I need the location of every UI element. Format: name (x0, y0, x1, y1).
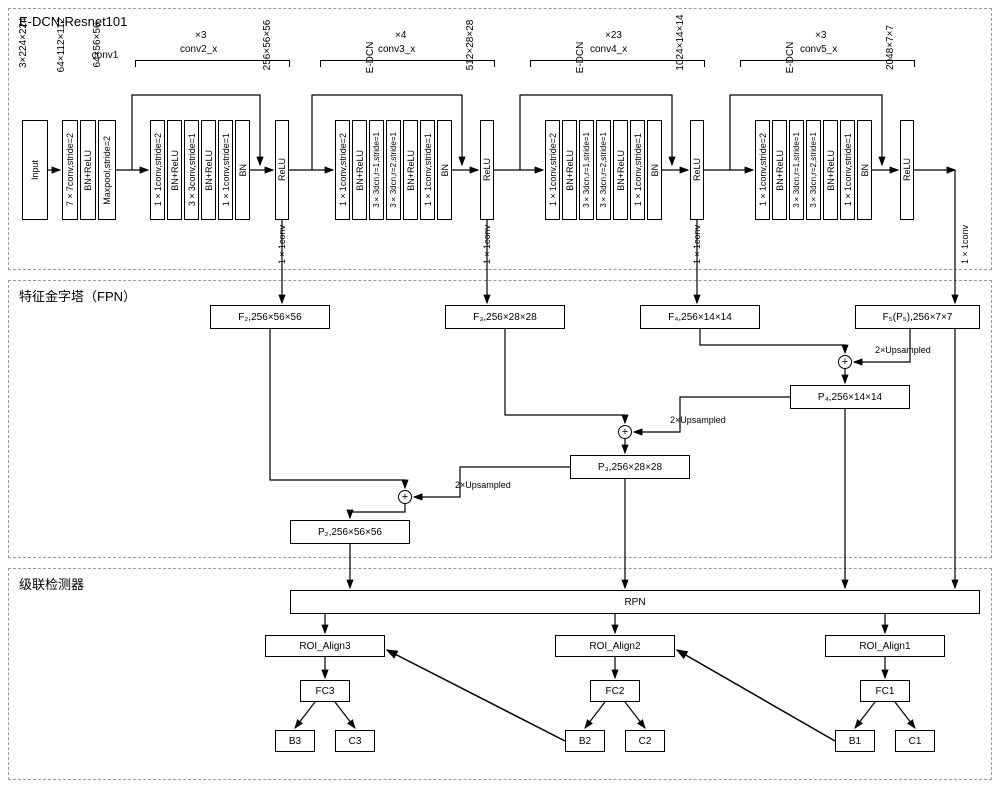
stage2-edcn: E-DCN (575, 30, 586, 85)
b1: B1 (835, 730, 875, 752)
stage3-relu: ReLU (900, 120, 914, 220)
stage1-c0: 1×1conv,stride=2 (335, 120, 350, 220)
stage2-out: 1024×14×14 (675, 10, 686, 75)
stage1-edcn: E-DCN (365, 30, 376, 85)
conv1x1-0: 1×1conv (277, 225, 287, 264)
stage3-c3: 3×3dcn,r=2,stride=1 (806, 120, 821, 220)
stage3-c4: BN+ReLU (823, 120, 838, 220)
section-label-backbone: E-DCN-Resnet101 (19, 14, 127, 29)
conv1x1-3: 1×1conv (960, 225, 970, 264)
stage3-title: conv5_x (800, 44, 837, 55)
stage0-c3: BN+ReLU (201, 120, 216, 220)
stage0-relu: ReLU (275, 120, 289, 220)
plus-p2: + (398, 490, 412, 504)
upsample-0: 2×Upsampled (875, 345, 931, 355)
stage3-c1: BN+ReLU (772, 120, 787, 220)
stage3-c0: 1×1conv,stride=2 (755, 120, 770, 220)
stage0-c0: 1×1conv,stride=2 (150, 120, 165, 220)
stage2-c1: BN+ReLU (562, 120, 577, 220)
c3: C3 (335, 730, 375, 752)
conv1-c2: Maxpool,stride=2 (98, 120, 116, 220)
fc2: FC2 (590, 680, 640, 702)
input-dim-label: 3×224×224 (18, 18, 29, 68)
conv1-c0-top: 64×112×112 (56, 15, 67, 75)
stage1-title: conv3_x (378, 44, 415, 55)
rpn-box: RPN (290, 590, 980, 614)
fpn-p3: P₃,256×28×28 (570, 455, 690, 479)
upsample-1: 2×Upsampled (670, 415, 726, 425)
roi3: ROI_Align3 (265, 635, 385, 657)
stage3-c5: 1×1conv,stride=1 (840, 120, 855, 220)
plus-p3: + (618, 425, 632, 439)
stage2-c3: 3×3dcn,r=2,stride=1 (596, 120, 611, 220)
input-box: Input (22, 120, 48, 220)
stage0-title: conv2_x (180, 44, 217, 55)
stage0-c2: 3×3conv,stride=1 (184, 120, 199, 220)
plus-p4: + (838, 355, 852, 369)
conv1-c1: BN+ReLU (80, 120, 96, 220)
fc1: FC1 (860, 680, 910, 702)
stage1-out: 512×28×28 (465, 15, 476, 75)
stage0-out: 256×56×56 (262, 15, 273, 75)
conv1-c2-top: 64×56×56 (92, 15, 103, 75)
stage1-c3: 3×3dcn,r=2,stride=1 (386, 120, 401, 220)
c2: C2 (625, 730, 665, 752)
stage3-edcn: E-DCN (785, 30, 796, 85)
stage1-c1: BN+ReLU (352, 120, 367, 220)
fpn-f4: F₄,256×14×14 (640, 305, 760, 329)
conv1x1-2: 1×1conv (692, 225, 702, 264)
stage0-c4: 1×1conv,stride=1 (218, 120, 233, 220)
input-text: Input (30, 160, 40, 180)
b3: B3 (275, 730, 315, 752)
fc3: FC3 (300, 680, 350, 702)
fpn-f5: F₅(P₅),256×7×7 (855, 305, 980, 329)
stage1-mult: ×4 (395, 30, 406, 41)
stage2-c5: 1×1conv,stride=1 (630, 120, 645, 220)
stage0-c1: BN+ReLU (167, 120, 182, 220)
upsample-2: 2×Upsampled (455, 480, 511, 490)
stage0-mult: ×3 (195, 30, 206, 41)
c1: C1 (895, 730, 935, 752)
fpn-p4: P₄,256×14×14 (790, 385, 910, 409)
conv1-title: conv1 (80, 50, 130, 61)
fpn-f2: F₂,256×56×56 (210, 305, 330, 329)
stage1-c5: 1×1conv,stride=1 (420, 120, 435, 220)
b2: B2 (565, 730, 605, 752)
stage3-mult: ×3 (815, 30, 826, 41)
stage0-c5: BN (235, 120, 250, 220)
fpn-p2: P₂,256×56×56 (290, 520, 410, 544)
conv1x1-1: 1×1conv (482, 225, 492, 264)
stage2-c2: 3×3dcn,r=1,stride=1 (579, 120, 594, 220)
stage2-c6: BN (647, 120, 662, 220)
stage1-relu: ReLU (480, 120, 494, 220)
section-label-fpn: 特征金字塔（FPN） (19, 286, 136, 305)
roi2: ROI_Align2 (555, 635, 675, 657)
fpn-f3: F₃,256×28×28 (445, 305, 565, 329)
stage2-c0: 1×1conv,stride=2 (545, 120, 560, 220)
stage2-relu: ReLU (690, 120, 704, 220)
stage1-c2: 3×3dcn,r=1,stride=1 (369, 120, 384, 220)
stage3-c2: 3×3dcn,r=1,stride=1 (789, 120, 804, 220)
stage2-c4: BN+ReLU (613, 120, 628, 220)
stage1-c6: BN (437, 120, 452, 220)
stage3-c6: BN (857, 120, 872, 220)
stage2-mult: ×23 (605, 30, 622, 41)
section-label-detector: 级联检测器 (19, 574, 84, 593)
stage2-title: conv4_x (590, 44, 627, 55)
roi1: ROI_Align1 (825, 635, 945, 657)
stage3-out: 2048×7×7 (885, 20, 896, 75)
stage1-c4: BN+ReLU (403, 120, 418, 220)
conv1-c0: 7×7conv,stride=2 (62, 120, 78, 220)
